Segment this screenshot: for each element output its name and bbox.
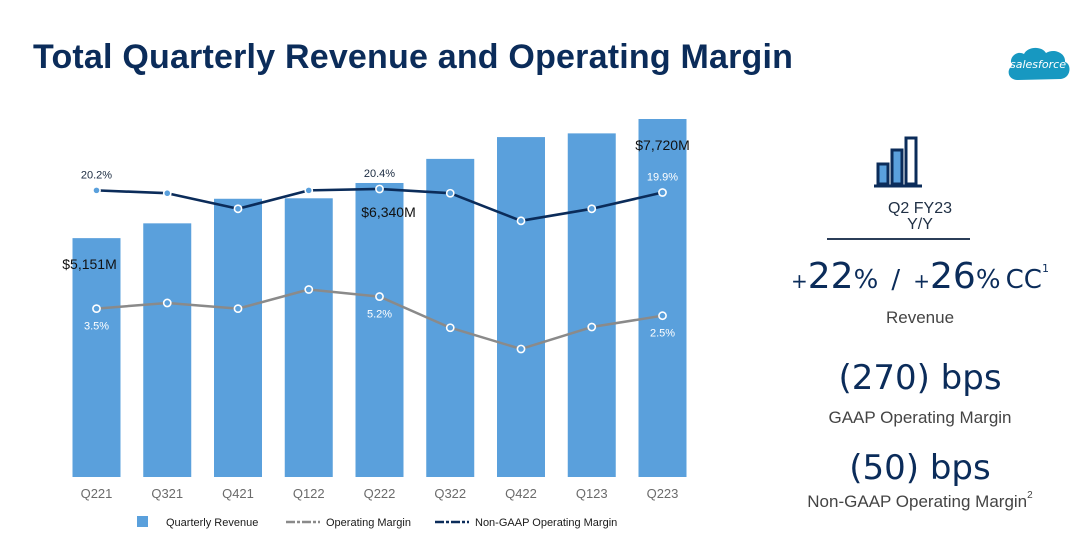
non-gaap-margin-point-Q321 (162, 188, 172, 198)
x-tick-Q221: Q221 (81, 486, 113, 501)
revenue-bars (72, 119, 687, 478)
non-gaap-label-Q222: 20.4% (364, 168, 395, 180)
divider (827, 238, 970, 240)
x-tick-Q421: Q421 (222, 486, 254, 501)
operating-margin-label-Q221: 3.5% (84, 321, 109, 333)
period-comparison: Y/Y (907, 216, 933, 233)
operating-margin-point-Q223 (658, 311, 667, 321)
operating-margin-point-Q222 (375, 292, 384, 301)
revenue-bar-Q221 (72, 238, 121, 477)
revenue-label-Q222: $6,340M (361, 204, 415, 220)
revenue-bar-Q421 (214, 198, 262, 477)
operating-margin-line (92, 285, 667, 354)
operating-margin-point-Q123 (587, 322, 597, 332)
revenue-bar-Q123 (567, 133, 616, 477)
non-gaap-margin-point-Q122 (304, 185, 314, 195)
period-label: Q2 FY23 (887, 200, 953, 217)
operating-margin-point-Q421 (233, 304, 243, 314)
non-gaap-margin-point-Q123 (587, 204, 597, 214)
revenue-bar-Q222 (355, 182, 404, 477)
non-gaap-margin-point-Q422 (516, 216, 526, 226)
salesforce-logo: salesforce (1004, 44, 1072, 86)
page-title: Total Quarterly Revenue and Operating Ma… (33, 38, 794, 76)
revenue-bar-Q321 (143, 223, 192, 477)
x-tick-Q422: Q422 (505, 486, 537, 501)
operating-margin-point-Q322 (445, 323, 455, 333)
legend-swatch-revenue (137, 516, 148, 527)
chart-legend: Quarterly Revenue Operating Margin Non-GAA… (137, 516, 617, 529)
revenue-label: Revenue (885, 308, 955, 327)
operating-margin-point-Q422 (516, 344, 526, 354)
non-gaap-label-Q223: 19.9% (647, 172, 678, 184)
gaap-margin-change: (270) bps (838, 358, 1002, 398)
non-gaap-margin-point-Q222 (375, 184, 384, 194)
revenue-label-Q221: $5,151M (62, 256, 116, 272)
non-gaap-margin-change: (50) bps (849, 448, 991, 488)
x-tick-Q222: Q222 (364, 486, 396, 501)
non-gaap-margin-point-Q223 (658, 188, 667, 197)
x-tick-Q123: Q123 (576, 486, 608, 501)
x-tick-Q223: Q223 (647, 486, 679, 501)
operating-margin-label-Q223: 2.5% (650, 328, 675, 340)
x-tick-Q322: Q322 (434, 486, 466, 501)
data-labels: $5,151M $6,340M $7,720M 3.5% 5.2% 2.5% 20.2% 20… (62, 137, 689, 340)
operating-margin-label-Q222: 5.2% (367, 309, 392, 321)
revenue-bar-Q322 (426, 158, 475, 477)
revenue-margin-chart: $5,151M $6,340M $7,720M 3.5% 5.2% 2.5% 20.2% 20… (62, 119, 690, 529)
non-gaap-margin-point-Q322 (445, 188, 455, 198)
legend-label-revenue: Quarterly Revenue (166, 517, 258, 529)
x-tick-Q122: Q122 (293, 486, 325, 501)
revenue-bar-Q122 (284, 198, 333, 478)
x-tick-Q321: Q321 (151, 486, 183, 501)
non-gaap-margin-point-Q221 (92, 185, 101, 195)
revenue-bar-Q422 (497, 137, 545, 477)
operating-margin-point-Q321 (162, 298, 172, 308)
non-gaap-label-Q221: 20.2% (81, 169, 112, 181)
revenue-growth: +22% / +26% CC1 (791, 256, 1049, 297)
bar-chart-icon (874, 136, 922, 188)
x-axis-labels: Q221 Q321 Q421 Q122 Q222 Q322 Q422 Q123 Q223 (81, 486, 679, 501)
legend-label-non-gaap: Non-GAAP Operating Margin (475, 517, 617, 529)
non-gaap-margin-line (92, 184, 667, 226)
operating-margin-point-Q122 (304, 285, 314, 294)
non-gaap-margin-point-Q421 (233, 204, 243, 214)
revenue-label-Q223: $7,720M (635, 137, 689, 153)
revenue-bar-Q223 (638, 119, 687, 477)
operating-margin-point-Q221 (92, 304, 101, 314)
gaap-margin-label: GAAP Operating Margin (828, 408, 1012, 427)
legend-label-operating-margin: Operating Margin (326, 517, 411, 529)
non-gaap-margin-label: Non-GAAP Operating Margin2 (807, 490, 1033, 511)
